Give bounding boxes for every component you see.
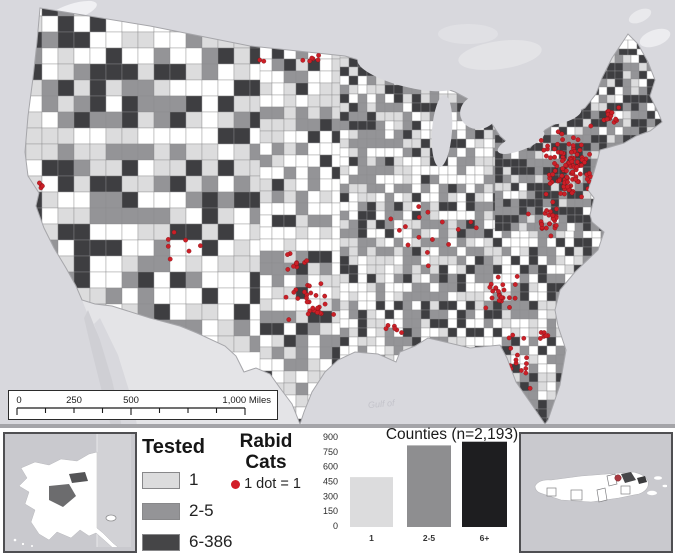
rabid-dot-label: 1 dot = 1 — [244, 476, 301, 492]
x-axis-category-label: 1 — [369, 533, 374, 543]
legend-label: 2-5 — [189, 501, 214, 520]
y-axis-tick-label: 0 — [333, 521, 338, 531]
tested-legend-row: 2-5 — [142, 501, 232, 521]
us-county-map: 0 250 500 1,000 Miles Gulf of — [0, 0, 675, 424]
tested-legend-title: Tested — [142, 436, 205, 458]
rabid-dot-entry: 1 dot = 1 — [221, 476, 311, 492]
puerto-rico-inset-map — [534, 471, 668, 503]
municipio-outline — [606, 473, 618, 487]
scale-bar-tick-label: 500 — [123, 395, 139, 406]
rabid-cats-legend-title: Rabid Cats — [221, 431, 311, 473]
tested-legend-items: 1 2-5 6-386 — [142, 470, 232, 552]
great-lake — [544, 107, 582, 125]
alaska-inset-map — [13, 434, 131, 550]
bar-2-5 — [407, 445, 451, 527]
legend-swatch — [142, 533, 180, 551]
legend-swatch — [142, 471, 180, 489]
alaska-inset — [3, 432, 137, 553]
municipio-outline — [546, 487, 557, 497]
x-axis-category-label: 2-5 — [423, 533, 436, 543]
bar-6+ — [462, 441, 507, 527]
y-axis-tick-label: 450 — [323, 476, 338, 486]
great-lake — [460, 94, 498, 130]
tested-legend: Tested 1 2-5 6-386 — [142, 436, 232, 552]
y-axis-tick-label: 150 — [323, 506, 338, 516]
rabid-cats-legend: Rabid Cats 1 dot = 1 — [221, 431, 311, 492]
pr-dark-municipio — [621, 472, 636, 483]
y-axis-tick-label: 600 — [323, 462, 338, 472]
legend-label: 6-386 — [189, 532, 233, 551]
y-axis-tick-label: 750 — [323, 447, 338, 457]
us-county-map-svg — [24, 0, 671, 424]
alaska-island-outline — [105, 514, 117, 522]
rabid-title-line1: Rabid — [239, 431, 293, 452]
municipio-outline — [570, 489, 583, 501]
scale-bar-tick-label: 0 — [16, 395, 21, 406]
bar-1 — [350, 477, 393, 527]
great-lake — [431, 95, 453, 167]
legend-label: 1 — [189, 470, 199, 489]
scale-bar: 0 250 500 1,000 Miles — [8, 390, 278, 420]
tested-legend-row: 6-386 — [142, 532, 232, 552]
great-lake — [357, 52, 459, 92]
great-lake — [497, 130, 545, 154]
canada-band — [97, 434, 131, 547]
municipio-outline — [596, 487, 608, 503]
y-axis-tick-label: 900 — [323, 432, 338, 442]
map-panel-divider — [0, 424, 675, 428]
y-axis-tick-label: 300 — [323, 491, 338, 501]
alaska-dark-county — [49, 484, 76, 507]
red-dot-icon — [231, 480, 241, 489]
pr-dark-municipio — [637, 476, 647, 484]
scale-bar-tick-label: 250 — [66, 395, 82, 406]
us-outline — [24, 7, 663, 424]
counties-bar-chart: 900 750 600 450 300 150 0 1 2-5 6+ — [323, 432, 507, 543]
rabid-title-line2: Cats — [245, 452, 287, 473]
puerto-rico-inset — [519, 432, 673, 553]
bar-chart-title: Counties (n=2,193) — [385, 426, 519, 443]
municipio-outline — [620, 485, 631, 495]
rabid-cat-dots — [37, 52, 622, 391]
scale-bar-unit-label: 1,000 Miles — [222, 395, 271, 406]
tested-legend-row: 1 — [142, 470, 232, 490]
scale-bar-ruler: 0 250 500 1,000 Miles — [16, 395, 271, 415]
alaska-dark-county — [69, 472, 88, 483]
legend-swatch — [142, 502, 180, 520]
pr-rabid-dot — [614, 474, 622, 482]
x-axis-category-label: 6+ — [480, 533, 490, 543]
